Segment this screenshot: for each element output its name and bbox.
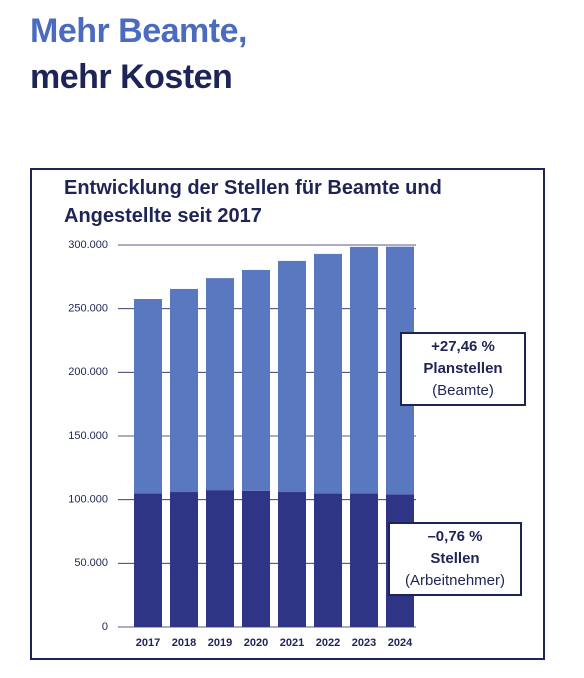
bar-segment bbox=[278, 260, 306, 493]
y-tick-label: 0 bbox=[102, 621, 108, 633]
x-tick-label: 2024 bbox=[388, 637, 413, 649]
bar-segment bbox=[206, 278, 234, 491]
y-tick-label: 250.000 bbox=[68, 303, 108, 315]
heading: mehr Kosten bbox=[30, 58, 233, 96]
heading: Mehr Beamte, bbox=[30, 12, 247, 50]
y-tick-label: 50.000 bbox=[74, 557, 108, 569]
bar-segment bbox=[350, 493, 378, 627]
annotation-text: +27,46 % bbox=[431, 338, 495, 355]
bar-segment bbox=[242, 269, 270, 491]
y-tick-label: 300.000 bbox=[68, 239, 108, 251]
annotation-text: –0,76 % bbox=[427, 528, 483, 545]
annotation-text: Stellen bbox=[430, 550, 480, 567]
bar-segment bbox=[278, 492, 306, 627]
x-tick-label: 2019 bbox=[208, 637, 232, 649]
bar-segment bbox=[314, 253, 342, 494]
y-tick-label: 100.000 bbox=[68, 494, 108, 506]
y-tick-label: 150.000 bbox=[68, 430, 108, 442]
bar-segment bbox=[170, 288, 198, 493]
bar-segment bbox=[242, 490, 270, 627]
bar-segment bbox=[134, 493, 162, 627]
bar-segment bbox=[206, 490, 234, 627]
x-tick-label: 2020 bbox=[244, 637, 268, 649]
x-tick-label: 2022 bbox=[316, 637, 340, 649]
annotation-text: (Beamte) bbox=[432, 382, 494, 399]
annotation-text: (Arbeitnehmer) bbox=[404, 572, 506, 589]
bar-segment bbox=[314, 493, 342, 627]
chart-title: Entwicklung der Stellen für Beamte und A… bbox=[64, 177, 442, 227]
x-tick-label: 2018 bbox=[172, 637, 196, 649]
x-tick-label: 2021 bbox=[280, 637, 304, 649]
x-tick-label: 2023 bbox=[352, 637, 376, 649]
chart-frame bbox=[30, 168, 545, 660]
bar-segment bbox=[350, 246, 378, 494]
annotation-text: Planstellen bbox=[423, 360, 503, 377]
bar-segment bbox=[134, 298, 162, 494]
bar-segment bbox=[170, 492, 198, 627]
x-tick-label: 2017 bbox=[136, 637, 160, 649]
annotation: +27,46 % Planstellen (Beamte) bbox=[400, 332, 526, 406]
y-tick-label: 200.000 bbox=[68, 366, 108, 378]
annotation: –0,76 % Stellen (Arbeitnehmer) bbox=[388, 522, 522, 596]
